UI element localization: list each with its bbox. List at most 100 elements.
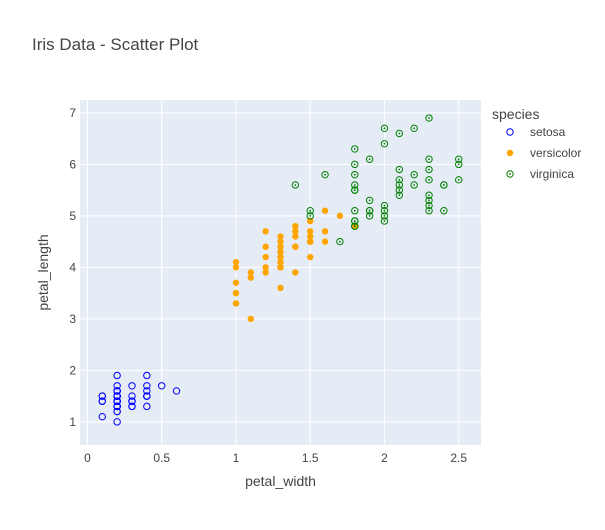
y-tick-label: 5 xyxy=(69,209,76,223)
data-point xyxy=(292,269,299,276)
data-point xyxy=(277,238,284,245)
data-point xyxy=(336,237,344,246)
data-point xyxy=(143,387,151,395)
data-point xyxy=(351,170,359,179)
data-point xyxy=(455,155,463,163)
data-point xyxy=(262,264,269,271)
y-axis-title: petal_length xyxy=(35,234,51,310)
data-point xyxy=(307,233,314,240)
x-tick-label: 2 xyxy=(381,451,388,465)
data-point xyxy=(365,207,374,215)
data-point xyxy=(262,269,269,276)
data-point xyxy=(351,217,359,225)
x-tick-label: 0 xyxy=(84,451,91,465)
legend-item-virginica[interactable]: virginica xyxy=(506,167,575,181)
data-point xyxy=(380,201,389,210)
data-point xyxy=(143,371,151,380)
data-point xyxy=(143,392,151,400)
data-point xyxy=(277,243,284,250)
data-point xyxy=(128,402,136,411)
legend-marker xyxy=(506,170,514,178)
data-point xyxy=(98,397,106,405)
data-point xyxy=(455,160,463,169)
data-point xyxy=(262,253,269,261)
data-point xyxy=(113,382,121,390)
data-point xyxy=(365,196,374,205)
series-virginica xyxy=(291,114,463,246)
data-point xyxy=(321,170,329,179)
data-point xyxy=(395,181,404,189)
data-point xyxy=(232,264,240,271)
data-point xyxy=(365,212,374,220)
data-point xyxy=(307,217,314,225)
data-point xyxy=(395,165,404,174)
data-point xyxy=(292,228,299,235)
series-versicolor xyxy=(232,207,358,323)
data-point xyxy=(262,228,269,235)
data-point xyxy=(232,279,240,286)
data-point xyxy=(113,397,121,405)
series-setosa xyxy=(98,371,181,426)
data-point xyxy=(425,196,433,205)
legend-item-setosa[interactable]: setosa xyxy=(506,125,566,139)
data-point xyxy=(232,289,240,297)
x-tick-label: 2.5 xyxy=(450,451,467,465)
data-point xyxy=(440,207,448,215)
data-point xyxy=(113,418,121,426)
data-point xyxy=(425,176,433,184)
data-point xyxy=(380,212,389,220)
data-point xyxy=(113,371,121,380)
data-point xyxy=(113,402,121,411)
data-point xyxy=(306,207,314,215)
data-point xyxy=(455,176,463,184)
legend-label: setosa xyxy=(530,125,566,139)
data-point xyxy=(380,124,389,133)
data-point xyxy=(307,228,314,235)
legend-title: species xyxy=(492,106,539,122)
x-axis-title: petal_width xyxy=(245,473,316,489)
data-point xyxy=(321,228,329,235)
x-tick-label: 1 xyxy=(233,451,240,465)
data-point xyxy=(277,253,284,261)
data-point xyxy=(307,238,314,245)
data-point xyxy=(425,207,433,215)
data-point xyxy=(143,402,151,411)
data-point xyxy=(380,140,389,148)
data-point xyxy=(351,160,359,169)
data-point xyxy=(277,264,284,271)
data-point xyxy=(425,114,433,122)
data-point xyxy=(277,233,284,240)
data-point xyxy=(232,300,240,307)
data-point xyxy=(292,233,299,240)
data-point xyxy=(262,243,269,250)
data-point xyxy=(232,259,240,266)
chart-title: Iris Data - Scatter Plot xyxy=(32,35,199,54)
x-tick-label: 1.5 xyxy=(302,451,319,465)
data-point xyxy=(425,191,433,199)
data-point xyxy=(292,222,299,230)
data-point xyxy=(247,269,254,276)
y-tick-label: 2 xyxy=(69,363,76,377)
data-point xyxy=(395,129,404,138)
data-point xyxy=(425,201,433,210)
points-layer xyxy=(98,114,463,426)
data-point xyxy=(321,207,329,214)
data-point xyxy=(128,382,136,390)
data-point xyxy=(157,382,166,390)
data-point xyxy=(395,186,404,194)
data-point xyxy=(410,170,418,179)
data-point xyxy=(365,155,374,163)
legend-items: setosa versicolor virginica xyxy=(506,125,582,181)
data-point xyxy=(128,397,136,405)
data-point xyxy=(306,212,314,220)
data-point xyxy=(292,243,299,250)
data-point xyxy=(98,392,106,400)
tick-layer: 0 0.5 1 1.5 2 2.5 1 2 3 4 5 6 7 xyxy=(69,106,467,465)
data-point xyxy=(425,155,433,163)
data-point xyxy=(351,222,359,230)
legend-item-versicolor[interactable]: versicolor xyxy=(506,146,582,160)
data-point xyxy=(395,191,404,199)
data-point xyxy=(113,387,121,395)
